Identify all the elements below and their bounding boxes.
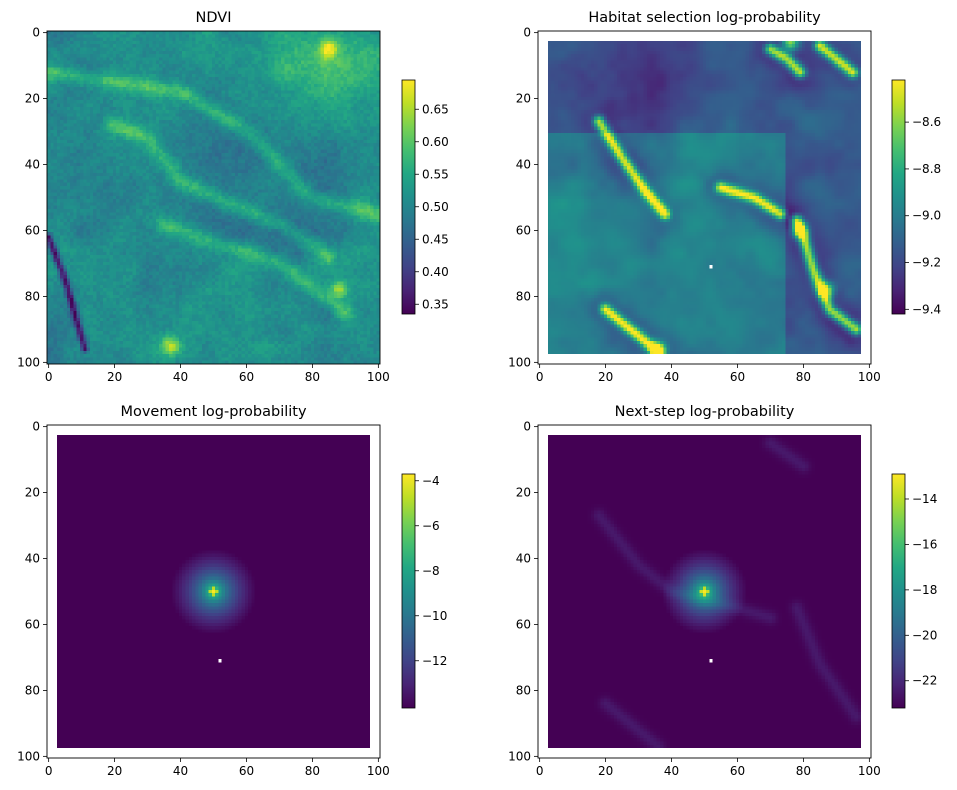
x-tick-label: 0 bbox=[536, 764, 544, 778]
colorbar-tick-label: −16 bbox=[912, 537, 937, 551]
x-tick-label: 20 bbox=[107, 764, 122, 778]
subplot-2: Habitat selection log-probability 0 20 40 60… bbox=[508, 10, 941, 384]
x-tick-label: 80 bbox=[305, 370, 320, 384]
subplot-title: Movement log-probability bbox=[120, 404, 307, 420]
x-tick-label: 0 bbox=[536, 370, 544, 384]
x-tick-label: 40 bbox=[173, 370, 188, 384]
colorbar-tick-label: −10 bbox=[422, 609, 447, 623]
colorbar-tick-label: 0.35 bbox=[422, 297, 449, 311]
x-tick-label: 60 bbox=[239, 370, 254, 384]
x-tick-label: 80 bbox=[796, 764, 811, 778]
x-tick-label: 0 bbox=[45, 370, 53, 384]
heatmap-cells bbox=[47, 425, 380, 758]
y-tick-label: 60 bbox=[516, 223, 531, 237]
subplot-3: Movement log-probability 0 20 40 60 80 100 0 20 4… bbox=[17, 404, 447, 778]
colorbar-tick-label: 0.50 bbox=[422, 200, 449, 214]
axes-frame bbox=[46, 30, 381, 365]
x-tick-label: 40 bbox=[664, 764, 679, 778]
x-tick-label: 100 bbox=[367, 764, 390, 778]
colorbar-tick-label: −4 bbox=[422, 474, 440, 488]
x-tick-label: 40 bbox=[173, 764, 188, 778]
colorbar-tick-label: −14 bbox=[912, 492, 937, 506]
y-tick-label: 0 bbox=[32, 420, 40, 434]
y-tick-label: 0 bbox=[32, 26, 40, 40]
x-tick-label: 100 bbox=[858, 370, 881, 384]
y-tick-label: 0 bbox=[523, 26, 531, 40]
subplot-title: Habitat selection log-probability bbox=[588, 10, 821, 26]
colorbar-tick-label: 0.40 bbox=[422, 265, 449, 279]
axes-frame bbox=[46, 424, 381, 759]
colorbar-tick-label: −9.4 bbox=[912, 302, 941, 316]
axes-frame bbox=[537, 424, 872, 759]
colorbar-tick-label: 0.65 bbox=[422, 102, 449, 116]
y-tick-label: 100 bbox=[17, 749, 40, 763]
colorbar-tick-label: −8.6 bbox=[912, 115, 941, 129]
colorbar-tick-label: −18 bbox=[912, 583, 937, 597]
y-tick-label: 100 bbox=[17, 355, 40, 369]
y-tick-label: 20 bbox=[516, 92, 531, 106]
y-tick-label: 40 bbox=[25, 552, 40, 566]
x-tick-label: 80 bbox=[305, 764, 320, 778]
y-tick-label: 80 bbox=[25, 289, 40, 303]
x-tick-label: 40 bbox=[664, 370, 679, 384]
x-tick-label: 100 bbox=[367, 370, 390, 384]
colorbar-tick-label: −8.8 bbox=[912, 162, 941, 176]
colorbar-tick-label: −8 bbox=[422, 564, 440, 578]
y-tick-label: 60 bbox=[516, 617, 531, 631]
y-tick-label: 60 bbox=[25, 617, 40, 631]
y-tick-label: 40 bbox=[516, 552, 531, 566]
y-tick-label: 80 bbox=[516, 683, 531, 697]
x-tick-label: 80 bbox=[796, 370, 811, 384]
y-tick-label: 100 bbox=[508, 749, 531, 763]
colorbar-tick-label: −20 bbox=[912, 628, 937, 642]
y-tick-label: 20 bbox=[25, 92, 40, 106]
heatmap-cells bbox=[47, 31, 380, 364]
colorbar-tick-label: −6 bbox=[422, 519, 440, 533]
x-tick-label: 20 bbox=[598, 764, 613, 778]
colorbar-tick-label: 0.60 bbox=[422, 135, 449, 149]
colorbar-tick-label: −12 bbox=[422, 654, 447, 668]
y-tick-label: 80 bbox=[25, 683, 40, 697]
colorbar bbox=[891, 79, 906, 315]
y-tick-label: 40 bbox=[25, 158, 40, 172]
subplot-title: NDVI bbox=[196, 10, 232, 26]
y-tick-label: 0 bbox=[523, 420, 531, 434]
subplot-4: Next-step log-probability 0 20 40 60 80 100 0 20… bbox=[508, 404, 937, 778]
x-tick-label: 100 bbox=[858, 764, 881, 778]
x-tick-label: 20 bbox=[598, 370, 613, 384]
colorbar-tick-label: −9.0 bbox=[912, 209, 941, 223]
x-tick-label: 60 bbox=[730, 370, 745, 384]
colorbar bbox=[401, 79, 416, 315]
y-tick-label: 80 bbox=[516, 289, 531, 303]
x-tick-label: 0 bbox=[45, 764, 53, 778]
y-tick-label: 100 bbox=[508, 355, 531, 369]
subplot-title: Next-step log-probability bbox=[615, 404, 795, 420]
axes-frame bbox=[537, 30, 872, 365]
colorbar bbox=[891, 473, 906, 709]
y-tick-label: 20 bbox=[25, 486, 40, 500]
colorbar-tick-label: 0.55 bbox=[422, 167, 449, 181]
x-tick-label: 60 bbox=[239, 764, 254, 778]
y-tick-label: 40 bbox=[516, 158, 531, 172]
x-tick-label: 20 bbox=[107, 370, 122, 384]
colorbar bbox=[401, 473, 416, 709]
colorbar-tick-label: −9.2 bbox=[912, 256, 941, 270]
colorbar-tick-label: 0.45 bbox=[422, 232, 449, 246]
heatmap-cells bbox=[538, 425, 871, 758]
x-tick-label: 60 bbox=[730, 764, 745, 778]
heatmap-cells bbox=[538, 31, 871, 364]
y-tick-label: 20 bbox=[516, 486, 531, 500]
subplot-1: NDVI 0 20 40 60 80 100 0 20 40 60 80 100 0.35 0.40 0.45… bbox=[17, 10, 449, 384]
colorbar-tick-label: −22 bbox=[912, 674, 937, 688]
y-tick-label: 60 bbox=[25, 223, 40, 237]
